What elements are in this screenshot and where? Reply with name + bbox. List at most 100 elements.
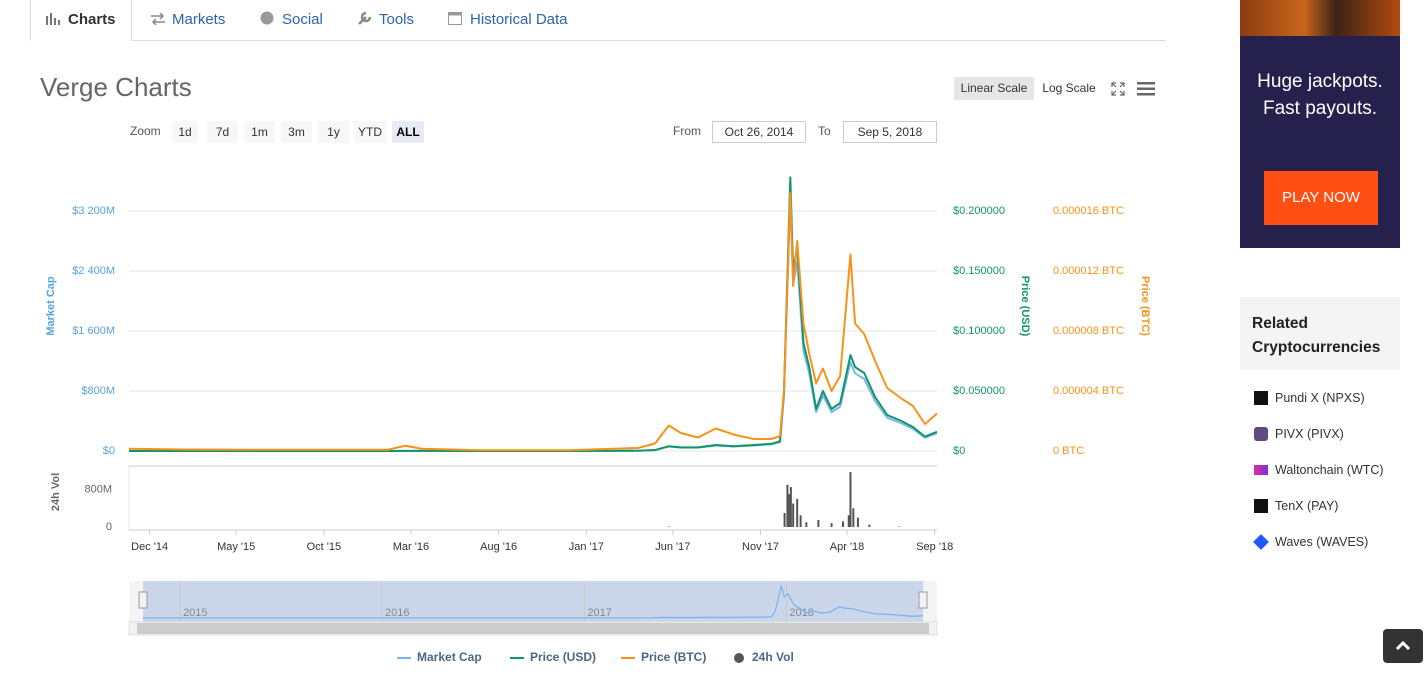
y3-tick-label: 0.000012 BTC bbox=[1053, 265, 1124, 277]
y2-tick-label: $0.150000 bbox=[953, 265, 1005, 277]
legend-label[interactable]: Market Cap bbox=[417, 650, 482, 664]
legend-label[interactable]: 24h Vol bbox=[752, 650, 794, 664]
y-tick-label: $3 200M bbox=[72, 205, 115, 217]
menu-button[interactable] bbox=[1137, 81, 1155, 97]
volume-bar bbox=[783, 512, 786, 527]
y3-axis-title: Price (BTC) bbox=[1139, 276, 1151, 336]
tab[interactable]: Tools bbox=[357, 0, 414, 40]
zoom-label: Zoom bbox=[130, 124, 161, 138]
y2-tick-label: $0.200000 bbox=[953, 205, 1005, 217]
related-link[interactable]: Waltonchain (WTC) bbox=[1275, 463, 1384, 477]
related-item[interactable]: PIVX (PIVX) bbox=[1254, 425, 1344, 443]
tab[interactable]: Historical Data bbox=[448, 0, 568, 40]
related-link[interactable]: Waves (WAVES) bbox=[1275, 535, 1369, 549]
ad-headline: Huge jackpots. Fast payouts. bbox=[1240, 68, 1400, 122]
volume-bar bbox=[799, 515, 802, 527]
tab[interactable]: Markets bbox=[150, 0, 225, 40]
x-tick-label: Sep '18 bbox=[916, 541, 953, 553]
navigator-tick-label: 2017 bbox=[587, 607, 611, 619]
x-tick-label: Nov '17 bbox=[742, 541, 779, 553]
chart: Market Cap Price (USD) Price (BTC) 24h V… bbox=[45, 176, 1151, 664]
legend-label[interactable]: Price (BTC) bbox=[641, 650, 706, 664]
y3-tick-label: 0.000016 BTC bbox=[1053, 205, 1124, 217]
zoom-button[interactable]: ALL bbox=[392, 121, 424, 143]
volume-axis-title: 24h Vol bbox=[50, 473, 62, 511]
navigator-tick-label: 2015 bbox=[183, 607, 207, 619]
ad-banner[interactable]: Huge jackpots. Fast payouts. PLAY NOW bbox=[1240, 0, 1400, 248]
tab-label: Historical Data bbox=[470, 11, 568, 28]
tab-label: Charts bbox=[68, 11, 116, 28]
related-item[interactable]: Pundi X (NPXS) bbox=[1254, 389, 1365, 407]
navigator-handle[interactable] bbox=[918, 591, 928, 609]
legend-label[interactable]: Price (USD) bbox=[530, 650, 596, 664]
scale-button[interactable]: Log Scale bbox=[1042, 81, 1096, 95]
ad-image bbox=[1240, 0, 1400, 36]
ad-line: Fast payouts. bbox=[1262, 98, 1378, 119]
x-tick-label: Apr '18 bbox=[830, 541, 865, 553]
related-title-line: Related bbox=[1252, 315, 1308, 332]
volume-bar bbox=[786, 484, 789, 527]
x-tick-label: Jun '17 bbox=[655, 541, 690, 553]
related-header: Related Cryptocurrencies bbox=[1240, 297, 1400, 370]
to-input[interactable]: Sep 5, 2018 bbox=[843, 121, 937, 143]
tab[interactable]: Charts bbox=[46, 0, 116, 40]
scrollbar-thumb[interactable] bbox=[137, 623, 929, 634]
tab[interactable]: Social bbox=[260, 0, 323, 40]
tab-label: Social bbox=[282, 11, 323, 28]
volume-bar bbox=[789, 487, 792, 527]
y-tick-label: $1 600M bbox=[72, 325, 115, 337]
tab-label: Tools bbox=[379, 11, 415, 28]
icon bbox=[151, 12, 165, 26]
page-title: Verge Charts bbox=[40, 72, 192, 102]
volume-bar bbox=[842, 521, 845, 527]
fullscreen-button[interactable] bbox=[1111, 82, 1125, 96]
tab-border bbox=[30, 40, 1166, 41]
related-item[interactable]: Waltonchain (WTC) bbox=[1254, 461, 1384, 479]
x-tick-label: Mar '16 bbox=[393, 541, 429, 553]
from-input[interactable]: Oct 26, 2014 bbox=[712, 121, 806, 143]
y2-tick-label: $0.100000 bbox=[953, 325, 1005, 337]
icon bbox=[260, 11, 274, 25]
y3-tick-label: 0.000004 BTC bbox=[1053, 385, 1124, 397]
volume-bar bbox=[805, 522, 808, 527]
zoom-button[interactable]: 1y bbox=[318, 121, 349, 143]
ad-line: Huge jackpots. bbox=[1257, 71, 1383, 92]
zoom-button[interactable]: 3m bbox=[281, 121, 312, 143]
volume-bar bbox=[788, 494, 791, 527]
scale-button[interactable]: Linear Scale bbox=[954, 77, 1034, 100]
related-item[interactable]: Waves (WAVES) bbox=[1253, 533, 1369, 551]
coin-icon bbox=[1253, 534, 1269, 550]
navigator-handle[interactable] bbox=[138, 591, 148, 609]
coin-icon bbox=[1254, 391, 1268, 405]
legend-swatch bbox=[734, 653, 744, 663]
x-tick-label: Jan '17 bbox=[569, 541, 604, 553]
y-tick-label: $2 400M bbox=[72, 265, 115, 277]
related-link[interactable]: Pundi X (NPXS) bbox=[1275, 391, 1365, 405]
related-item[interactable]: TenX (PAY) bbox=[1254, 497, 1338, 515]
related-title-line: Cryptocurrencies bbox=[1252, 339, 1381, 356]
from-label: From bbox=[673, 124, 701, 138]
y-tick-label: $0 bbox=[103, 445, 115, 457]
navigator-tick-label: 2016 bbox=[385, 607, 409, 619]
related-link[interactable]: PIVX (PIVX) bbox=[1275, 427, 1344, 441]
coin-icon bbox=[1254, 499, 1268, 513]
zoom-button[interactable]: 7d bbox=[207, 121, 238, 143]
icon bbox=[46, 13, 60, 25]
series-line bbox=[128, 176, 938, 452]
scroll-top-button[interactable] bbox=[1383, 629, 1423, 663]
zoom-button[interactable]: 1m bbox=[244, 121, 275, 143]
x-tick-label: May '15 bbox=[217, 541, 255, 553]
y2-tick-label: $0.050000 bbox=[953, 385, 1005, 397]
y2-tick-label: $0 bbox=[953, 445, 965, 457]
ad-button[interactable]: PLAY NOW bbox=[1264, 171, 1378, 225]
related-link[interactable]: TenX (PAY) bbox=[1275, 499, 1339, 513]
icon bbox=[448, 12, 462, 25]
volume-bar bbox=[849, 472, 852, 527]
icon bbox=[1395, 640, 1411, 651]
zoom-button[interactable]: YTD bbox=[354, 121, 386, 143]
zoom-button[interactable]: 1d bbox=[172, 121, 198, 143]
volume-bar bbox=[796, 498, 799, 527]
volume-tick-label: 800M bbox=[84, 483, 112, 495]
x-tick-label: Oct '15 bbox=[307, 541, 342, 553]
